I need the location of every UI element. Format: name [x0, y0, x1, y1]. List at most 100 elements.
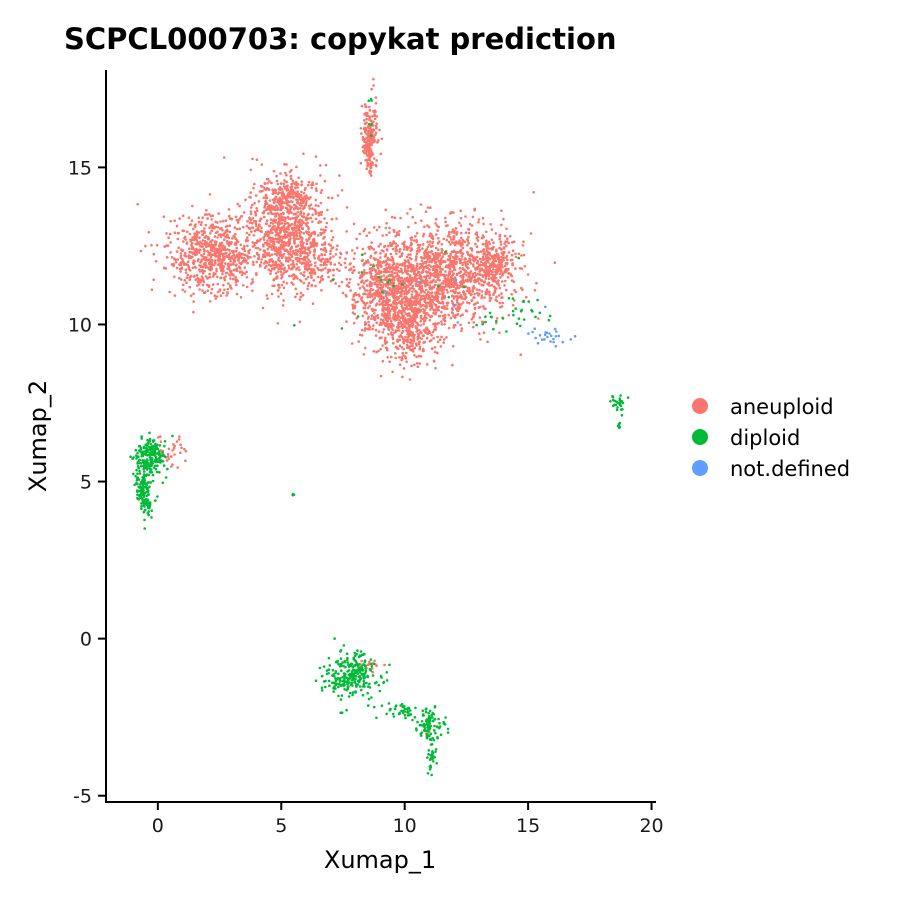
- point: [242, 225, 245, 229]
- point: [510, 279, 514, 282]
- point: [373, 312, 376, 315]
- point: [272, 169, 276, 173]
- point: [410, 304, 414, 307]
- point: [470, 277, 473, 281]
- point: [297, 237, 300, 241]
- point: [148, 445, 151, 449]
- point: [401, 315, 405, 319]
- point: [445, 288, 449, 292]
- point: [406, 333, 409, 336]
- point: [192, 292, 195, 296]
- point: [252, 234, 256, 237]
- point: [317, 221, 320, 225]
- point: [306, 269, 309, 272]
- point: [507, 251, 511, 254]
- point: [200, 230, 203, 233]
- point: [460, 236, 463, 240]
- point: [296, 259, 299, 263]
- point: [388, 231, 391, 234]
- point: [279, 172, 282, 175]
- point: [360, 334, 364, 337]
- point: [316, 275, 320, 279]
- point: [320, 210, 324, 214]
- point: [455, 298, 459, 302]
- point: [467, 227, 470, 231]
- point: [420, 294, 423, 298]
- point: [377, 349, 380, 353]
- point: [406, 269, 410, 273]
- point: [307, 180, 311, 184]
- point: [302, 273, 305, 277]
- point: [424, 210, 428, 213]
- point: [444, 265, 447, 269]
- point: [532, 190, 535, 194]
- point: [358, 232, 362, 236]
- point: [307, 258, 310, 261]
- point: [141, 499, 144, 502]
- point: [219, 233, 223, 236]
- point: [162, 464, 166, 467]
- point: [390, 333, 393, 336]
- point: [317, 214, 321, 217]
- point: [355, 316, 359, 320]
- point: [254, 219, 258, 223]
- point: [317, 211, 320, 215]
- point: [179, 443, 182, 447]
- point: [460, 297, 464, 300]
- point: [462, 297, 466, 301]
- point: [221, 253, 225, 256]
- point: [208, 300, 212, 303]
- point: [276, 206, 280, 210]
- point: [494, 287, 497, 290]
- point: [143, 475, 146, 478]
- point: [314, 198, 318, 202]
- point: [507, 267, 510, 271]
- point: [294, 287, 298, 291]
- point: [191, 204, 194, 208]
- point: [382, 328, 386, 331]
- point: [378, 323, 382, 327]
- point: [142, 511, 146, 514]
- point: [451, 228, 455, 231]
- point: [386, 258, 389, 262]
- point: [313, 272, 316, 275]
- point: [425, 280, 428, 284]
- point: [449, 289, 453, 293]
- point: [302, 152, 305, 156]
- point: [314, 210, 318, 213]
- point: [274, 260, 278, 264]
- point: [139, 249, 143, 253]
- point: [494, 276, 498, 280]
- point: [391, 257, 395, 261]
- point: [185, 276, 189, 280]
- point: [203, 291, 207, 294]
- point: [440, 243, 444, 246]
- point: [380, 313, 384, 316]
- point: [416, 329, 419, 332]
- point: [401, 252, 404, 255]
- point: [405, 255, 409, 259]
- point: [490, 265, 493, 268]
- point: [414, 290, 417, 293]
- point: [288, 232, 292, 236]
- point: [383, 312, 387, 315]
- point: [411, 342, 414, 345]
- point: [461, 313, 464, 317]
- point: [407, 266, 410, 270]
- point: [296, 201, 300, 204]
- point: [495, 321, 498, 325]
- point: [280, 226, 284, 229]
- point: [461, 301, 465, 304]
- point: [274, 234, 278, 237]
- point: [276, 212, 280, 215]
- point: [251, 157, 254, 161]
- point: [158, 456, 162, 459]
- point: [442, 338, 446, 341]
- point: [520, 254, 523, 257]
- point: [209, 240, 213, 244]
- point: [221, 244, 225, 247]
- point: [472, 296, 475, 299]
- point: [314, 217, 318, 221]
- point: [288, 274, 291, 278]
- point: [330, 229, 333, 233]
